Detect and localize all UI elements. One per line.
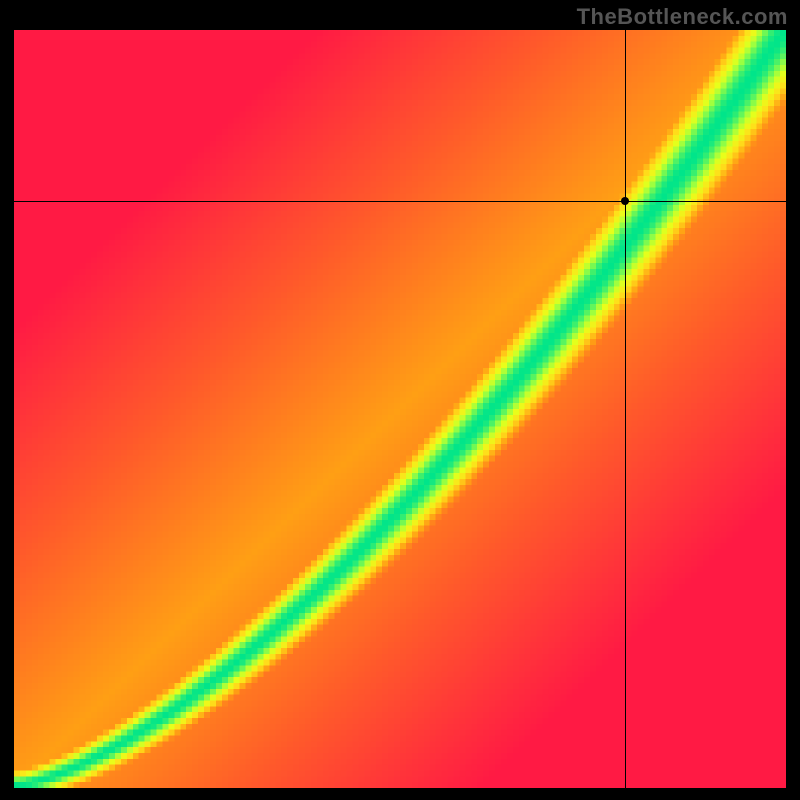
heatmap-canvas [14, 30, 786, 788]
crosshair-vertical [625, 30, 626, 788]
heatmap-plot [14, 30, 786, 788]
crosshair-marker [621, 197, 629, 205]
watermark-text: TheBottleneck.com [577, 4, 788, 30]
crosshair-horizontal [14, 201, 786, 202]
